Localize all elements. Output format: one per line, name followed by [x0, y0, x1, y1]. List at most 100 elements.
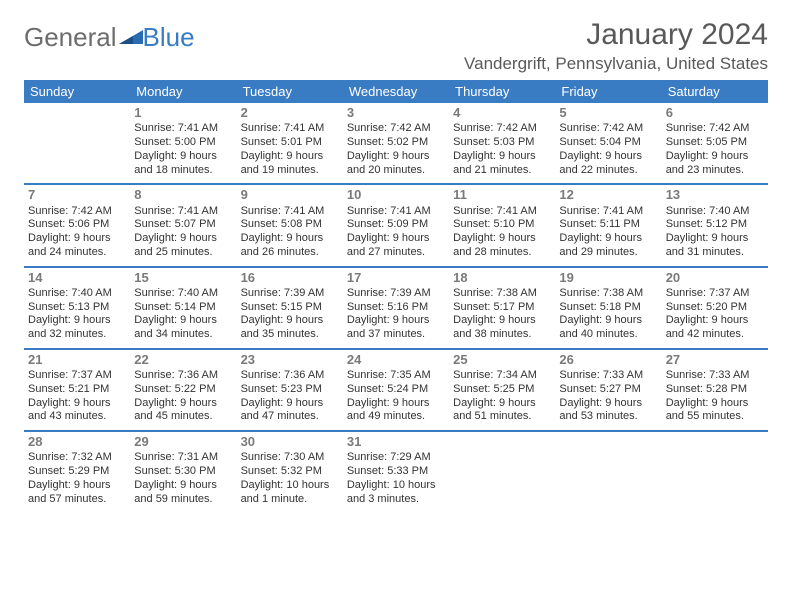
daylight-line-2: and 19 minutes. — [241, 164, 339, 178]
day-number: 6 — [666, 105, 764, 121]
daylight-line: Daylight: 9 hours — [28, 397, 126, 411]
sunrise-line: Sunrise: 7:32 AM — [28, 451, 126, 465]
daylight-line-2: and 29 minutes. — [559, 246, 657, 260]
sunrise-line: Sunrise: 7:42 AM — [347, 122, 445, 136]
calendar-day-cell: 12Sunrise: 7:41 AMSunset: 5:11 PMDayligh… — [555, 184, 661, 266]
sunset-line: Sunset: 5:15 PM — [241, 301, 339, 315]
calendar-day-cell: 22Sunrise: 7:36 AMSunset: 5:22 PMDayligh… — [130, 349, 236, 431]
day-number: 30 — [241, 434, 339, 450]
day-number: 25 — [453, 352, 551, 368]
calendar-day-cell: 8Sunrise: 7:41 AMSunset: 5:07 PMDaylight… — [130, 184, 236, 266]
logo-text-blue: Blue — [143, 22, 195, 53]
calendar-day-cell: 19Sunrise: 7:38 AMSunset: 5:18 PMDayligh… — [555, 267, 661, 349]
daylight-line: Daylight: 9 hours — [559, 314, 657, 328]
calendar-day-cell: 17Sunrise: 7:39 AMSunset: 5:16 PMDayligh… — [343, 267, 449, 349]
day-number: 18 — [453, 270, 551, 286]
daylight-line-2: and 38 minutes. — [453, 328, 551, 342]
dayname-header: Sunday — [24, 80, 130, 103]
day-number: 12 — [559, 187, 657, 203]
daylight-line: Daylight: 9 hours — [347, 150, 445, 164]
sunrise-line: Sunrise: 7:40 AM — [666, 205, 764, 219]
daylight-line-2: and 24 minutes. — [28, 246, 126, 260]
sunrise-line: Sunrise: 7:35 AM — [347, 369, 445, 383]
sunrise-line: Sunrise: 7:41 AM — [559, 205, 657, 219]
sunrise-line: Sunrise: 7:34 AM — [453, 369, 551, 383]
calendar-day-cell: 30Sunrise: 7:30 AMSunset: 5:32 PMDayligh… — [237, 431, 343, 512]
sunrise-line: Sunrise: 7:36 AM — [241, 369, 339, 383]
sunrise-line: Sunrise: 7:31 AM — [134, 451, 232, 465]
calendar-day-cell: 2Sunrise: 7:41 AMSunset: 5:01 PMDaylight… — [237, 103, 343, 184]
daylight-line: Daylight: 9 hours — [453, 232, 551, 246]
calendar-week-row: 1Sunrise: 7:41 AMSunset: 5:00 PMDaylight… — [24, 103, 768, 184]
sunrise-line: Sunrise: 7:41 AM — [241, 205, 339, 219]
sunset-line: Sunset: 5:23 PM — [241, 383, 339, 397]
sunrise-line: Sunrise: 7:38 AM — [453, 287, 551, 301]
sunrise-line: Sunrise: 7:39 AM — [241, 287, 339, 301]
sunset-line: Sunset: 5:06 PM — [28, 218, 126, 232]
daylight-line-2: and 42 minutes. — [666, 328, 764, 342]
day-number: 31 — [347, 434, 445, 450]
sunset-line: Sunset: 5:25 PM — [453, 383, 551, 397]
calendar-day-cell: 14Sunrise: 7:40 AMSunset: 5:13 PMDayligh… — [24, 267, 130, 349]
daylight-line: Daylight: 9 hours — [453, 150, 551, 164]
dayname-header: Saturday — [662, 80, 768, 103]
calendar-week-row: 21Sunrise: 7:37 AMSunset: 5:21 PMDayligh… — [24, 349, 768, 431]
daylight-line: Daylight: 10 hours — [347, 479, 445, 493]
daylight-line: Daylight: 9 hours — [241, 397, 339, 411]
sunset-line: Sunset: 5:20 PM — [666, 301, 764, 315]
sunset-line: Sunset: 5:00 PM — [134, 136, 232, 150]
daylight-line-2: and 35 minutes. — [241, 328, 339, 342]
dayname-header: Wednesday — [343, 80, 449, 103]
day-number: 3 — [347, 105, 445, 121]
daylight-line-2: and 23 minutes. — [666, 164, 764, 178]
daylight-line: Daylight: 9 hours — [666, 232, 764, 246]
sunrise-line: Sunrise: 7:42 AM — [559, 122, 657, 136]
day-number: 11 — [453, 187, 551, 203]
sunset-line: Sunset: 5:33 PM — [347, 465, 445, 479]
sunrise-line: Sunrise: 7:39 AM — [347, 287, 445, 301]
daylight-line-2: and 57 minutes. — [28, 493, 126, 507]
daylight-line: Daylight: 9 hours — [134, 314, 232, 328]
sunset-line: Sunset: 5:02 PM — [347, 136, 445, 150]
sunset-line: Sunset: 5:12 PM — [666, 218, 764, 232]
sunrise-line: Sunrise: 7:41 AM — [453, 205, 551, 219]
sunset-line: Sunset: 5:07 PM — [134, 218, 232, 232]
day-number: 27 — [666, 352, 764, 368]
sunrise-line: Sunrise: 7:40 AM — [28, 287, 126, 301]
daylight-line: Daylight: 9 hours — [666, 150, 764, 164]
day-number: 9 — [241, 187, 339, 203]
daylight-line-2: and 51 minutes. — [453, 410, 551, 424]
calendar-day-cell: 18Sunrise: 7:38 AMSunset: 5:17 PMDayligh… — [449, 267, 555, 349]
dayname-header: Monday — [130, 80, 236, 103]
day-number: 2 — [241, 105, 339, 121]
calendar-day-cell: 9Sunrise: 7:41 AMSunset: 5:08 PMDaylight… — [237, 184, 343, 266]
day-number: 29 — [134, 434, 232, 450]
sunset-line: Sunset: 5:04 PM — [559, 136, 657, 150]
daylight-line: Daylight: 9 hours — [241, 232, 339, 246]
daylight-line-2: and 34 minutes. — [134, 328, 232, 342]
day-number: 4 — [453, 105, 551, 121]
daylight-line-2: and 26 minutes. — [241, 246, 339, 260]
sunset-line: Sunset: 5:29 PM — [28, 465, 126, 479]
day-number: 17 — [347, 270, 445, 286]
calendar-header-row: SundayMondayTuesdayWednesdayThursdayFrid… — [24, 80, 768, 103]
dayname-header: Friday — [555, 80, 661, 103]
daylight-line-2: and 25 minutes. — [134, 246, 232, 260]
daylight-line: Daylight: 9 hours — [241, 150, 339, 164]
month-title: January 2024 — [464, 18, 768, 52]
daylight-line: Daylight: 9 hours — [559, 150, 657, 164]
calendar-page: General Blue January 2024 Vandergrift, P… — [0, 0, 792, 530]
sunset-line: Sunset: 5:03 PM — [453, 136, 551, 150]
calendar-day-cell: 4Sunrise: 7:42 AMSunset: 5:03 PMDaylight… — [449, 103, 555, 184]
calendar-day-cell: 3Sunrise: 7:42 AMSunset: 5:02 PMDaylight… — [343, 103, 449, 184]
sunrise-line: Sunrise: 7:41 AM — [347, 205, 445, 219]
sunrise-line: Sunrise: 7:36 AM — [134, 369, 232, 383]
day-number: 20 — [666, 270, 764, 286]
sunset-line: Sunset: 5:22 PM — [134, 383, 232, 397]
sunset-line: Sunset: 5:16 PM — [347, 301, 445, 315]
calendar-body: 1Sunrise: 7:41 AMSunset: 5:00 PMDaylight… — [24, 103, 768, 512]
sunset-line: Sunset: 5:18 PM — [559, 301, 657, 315]
daylight-line-2: and 55 minutes. — [666, 410, 764, 424]
day-number: 15 — [134, 270, 232, 286]
daylight-line: Daylight: 9 hours — [666, 314, 764, 328]
